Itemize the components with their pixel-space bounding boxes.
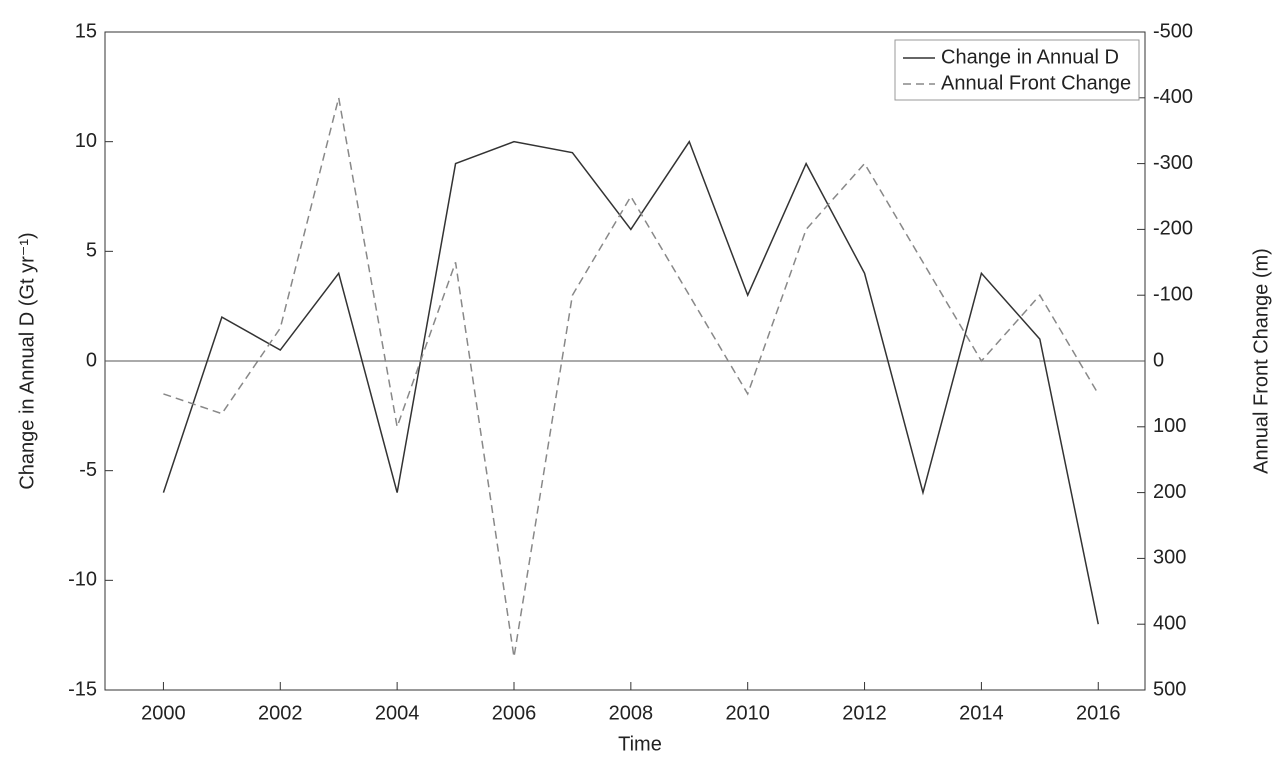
y-axis-label: Change in Annual D (Gt yr⁻¹) — [16, 232, 38, 489]
y2-tick-label: 200 — [1153, 481, 1186, 503]
y-tick-label: 10 — [75, 130, 97, 152]
y-tick-label: -10 — [68, 569, 97, 591]
x-tick-label: 2008 — [609, 702, 654, 724]
legend-label: Annual Front Change — [941, 72, 1131, 94]
x-axis-label: Time — [618, 733, 662, 755]
y2-tick-label: 500 — [1153, 678, 1186, 700]
x-tick-label: 2002 — [258, 702, 303, 724]
y2-tick-label: -500 — [1153, 20, 1193, 42]
series-line — [163, 142, 1098, 625]
y2-tick-label: -200 — [1153, 218, 1193, 240]
x-tick-label: 2004 — [375, 702, 420, 724]
y-tick-label: 0 — [86, 349, 97, 371]
chart: Time Change in Annual D (Gt yr⁻¹) Annual… — [0, 0, 1283, 761]
y2-tick-label: 400 — [1153, 612, 1186, 634]
y2-tick-label: 0 — [1153, 349, 1164, 371]
y2-tick-label: -300 — [1153, 152, 1193, 174]
x-tick-label: 2016 — [1076, 702, 1121, 724]
x-tick-label: 2014 — [959, 702, 1004, 724]
y2-tick-label: -100 — [1153, 283, 1193, 305]
legend-label: Change in Annual D — [941, 46, 1119, 68]
page: {"chart_data": {"type": "line", "x_label… — [0, 0, 1283, 761]
y-tick-label: 5 — [86, 240, 97, 262]
y2-axis-label: Annual Front Change (m) — [1250, 248, 1272, 474]
series-line — [163, 98, 1098, 657]
y-tick-label: 15 — [75, 20, 97, 42]
y2-tick-label: 100 — [1153, 415, 1186, 437]
x-tick-label: 2000 — [141, 702, 186, 724]
x-tick-label: 2006 — [492, 702, 537, 724]
y2-tick-label: 300 — [1153, 547, 1186, 569]
x-tick-label: 2010 — [725, 702, 770, 724]
y-tick-label: -5 — [79, 459, 97, 481]
y2-tick-label: -400 — [1153, 86, 1193, 108]
x-tick-label: 2012 — [842, 702, 887, 724]
y-tick-label: -15 — [68, 678, 97, 700]
